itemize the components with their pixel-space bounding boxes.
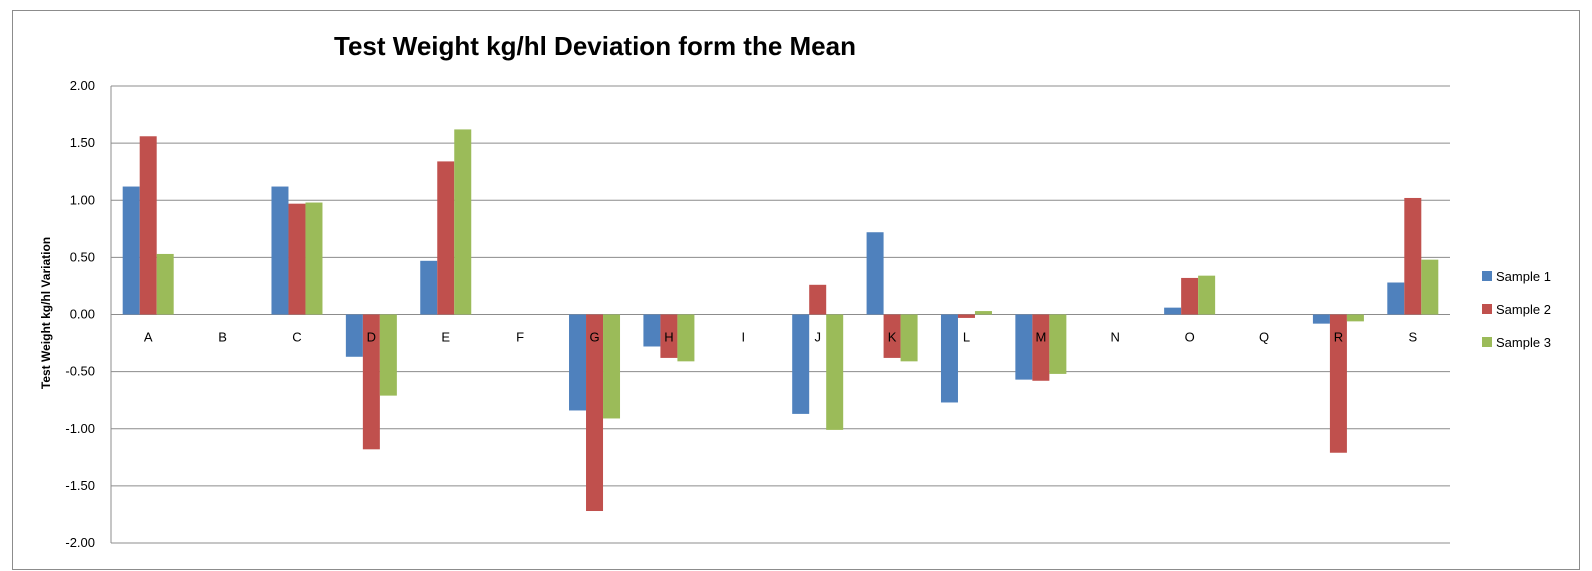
bar-chart: Test Weight kg/hl Deviation form the Mea… bbox=[39, 31, 1551, 550]
legend-swatch bbox=[1482, 337, 1492, 347]
x-category-label: F bbox=[516, 330, 524, 345]
bar-sample-3-a bbox=[156, 253, 174, 315]
y-tick-label: 2.00 bbox=[70, 78, 95, 93]
legend-label: Sample 3 bbox=[1496, 335, 1551, 350]
y-tick-label: 0.50 bbox=[70, 249, 95, 264]
bar-sample-3-l bbox=[974, 311, 992, 315]
x-category-label: G bbox=[589, 330, 599, 345]
x-category-label: C bbox=[292, 330, 301, 345]
bar-sample-2-d bbox=[362, 314, 380, 450]
bar-sample-1-r bbox=[1312, 314, 1330, 324]
x-category-label: R bbox=[1334, 330, 1343, 345]
x-category-label: I bbox=[741, 330, 745, 345]
legend-swatch bbox=[1482, 271, 1492, 281]
gridlines bbox=[110, 85, 1450, 544]
bar-sample-2-r bbox=[1329, 314, 1347, 453]
chart-frame: Test Weight kg/hl Deviation form the Mea… bbox=[12, 10, 1580, 570]
x-category-label: J bbox=[814, 330, 821, 345]
y-tick-label: -1.50 bbox=[65, 478, 95, 493]
y-tick-label: -2.00 bbox=[65, 535, 95, 550]
bar-sample-1-s bbox=[1387, 282, 1405, 315]
bar-sample-1-a bbox=[122, 186, 140, 315]
bar-sample-3-h bbox=[677, 314, 695, 362]
chart-title: Test Weight kg/hl Deviation form the Mea… bbox=[334, 31, 856, 61]
bar-sample-2-l bbox=[957, 314, 975, 318]
x-category-label: B bbox=[218, 330, 227, 345]
y-tick-label: 1.50 bbox=[70, 135, 95, 150]
x-category-label: E bbox=[441, 330, 450, 345]
y-tick-label: -1.00 bbox=[65, 421, 95, 436]
bar-sample-1-k bbox=[866, 232, 884, 315]
bar-sample-2-j bbox=[809, 284, 827, 315]
bar-sample-3-s bbox=[1421, 259, 1439, 315]
y-axis-label: Test Weight kg/hl Variation bbox=[39, 237, 53, 389]
bar-sample-1-c bbox=[271, 186, 289, 315]
x-category-label: A bbox=[144, 330, 153, 345]
bar-sample-3-o bbox=[1198, 275, 1216, 315]
bar-sample-3-e bbox=[454, 129, 472, 315]
bar-sample-1-l bbox=[940, 314, 958, 403]
bar-sample-2-h bbox=[660, 314, 678, 358]
bar-sample-3-g bbox=[603, 314, 621, 419]
x-category-label: K bbox=[888, 330, 897, 345]
bar-sample-1-h bbox=[643, 314, 661, 347]
x-category-label: S bbox=[1408, 330, 1417, 345]
legend: Sample 1 Sample 2 Sample 3 bbox=[1482, 269, 1551, 350]
x-category-label: H bbox=[664, 330, 673, 345]
bars bbox=[122, 129, 1439, 512]
bar-sample-3-d bbox=[379, 314, 397, 396]
bar-sample-3-c bbox=[305, 202, 323, 315]
bar-sample-1-j bbox=[792, 314, 810, 414]
bar-sample-2-s bbox=[1404, 197, 1422, 315]
bar-sample-1-d bbox=[345, 314, 363, 357]
x-category-label: D bbox=[367, 330, 376, 345]
bar-sample-3-k bbox=[900, 314, 918, 362]
bar-sample-3-m bbox=[1049, 314, 1067, 374]
y-tick-label: 0.00 bbox=[70, 307, 95, 322]
bar-sample-3-r bbox=[1346, 314, 1364, 322]
y-tick-label: 1.00 bbox=[70, 192, 95, 207]
bar-sample-1-g bbox=[569, 314, 587, 411]
bar-sample-1-m bbox=[1015, 314, 1033, 380]
x-category-label: M bbox=[1035, 330, 1046, 345]
bar-sample-1-e bbox=[420, 260, 438, 315]
bar-sample-3-j bbox=[826, 314, 844, 430]
bar-sample-2-o bbox=[1181, 277, 1199, 315]
bar-sample-1-o bbox=[1164, 307, 1182, 315]
legend-swatch bbox=[1482, 304, 1492, 314]
bar-sample-2-c bbox=[288, 203, 306, 315]
bar-sample-2-k bbox=[883, 314, 901, 358]
y-axis-ticks: 2.00 1.50 1.00 0.50 0.00 -0.50 -1.00 -1.50 -2.00 bbox=[65, 78, 95, 550]
legend-label: Sample 1 bbox=[1496, 269, 1551, 284]
bar-sample-2-a bbox=[139, 136, 157, 315]
bar-sample-2-m bbox=[1032, 314, 1050, 381]
bar-sample-2-e bbox=[437, 161, 455, 315]
x-category-label: O bbox=[1185, 330, 1195, 345]
x-category-label: Q bbox=[1259, 330, 1269, 345]
x-category-label: N bbox=[1111, 330, 1120, 345]
y-tick-label: -0.50 bbox=[65, 364, 95, 379]
legend-label: Sample 2 bbox=[1496, 302, 1551, 317]
x-category-label: L bbox=[963, 330, 970, 345]
bar-sample-2-g bbox=[586, 314, 604, 512]
